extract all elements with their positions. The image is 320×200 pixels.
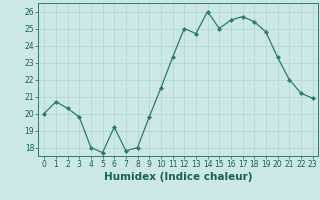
X-axis label: Humidex (Indice chaleur): Humidex (Indice chaleur) [104,172,253,182]
